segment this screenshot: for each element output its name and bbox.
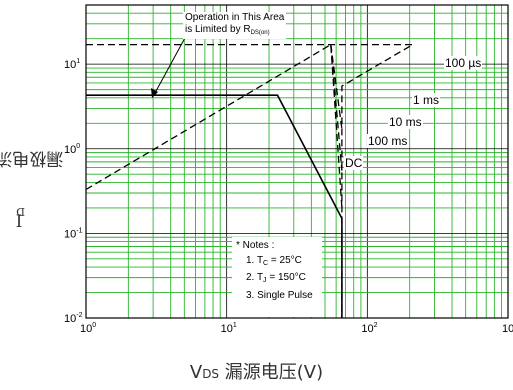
x-tick-label: 101 <box>221 322 237 335</box>
y-tick-label: 10-1 <box>64 227 83 240</box>
label-100ms: 100 ms <box>367 134 409 148</box>
x-axis-title: VDS 漏源电压(V) <box>189 362 324 383</box>
x-tick-label: 103 <box>502 322 513 335</box>
x-tick-label: 100 <box>80 322 96 335</box>
series-line-100-s <box>86 43 416 318</box>
y-tick-label: 101 <box>64 58 80 71</box>
series-lines <box>85 35 416 318</box>
series-line-1-ms <box>330 44 343 130</box>
notes-title: * Notes : <box>236 240 275 251</box>
label-1ms: 1 ms <box>412 93 441 107</box>
rds-arrow-shaft <box>154 35 187 94</box>
axes <box>85 4 509 319</box>
tick-labels: 100 101 102 103 10-2 10-1 100 101 <box>64 58 513 335</box>
notes-box: * Notes : 1. TC = 25°C 2. TJ = 150°C 3. … <box>232 237 322 317</box>
y-axis-title: ID 漏极电流(A) <box>0 147 64 230</box>
plot-frame <box>85 4 509 319</box>
note-3: 3. Single Pulse <box>246 289 313 301</box>
x-tick-label: 102 <box>361 322 377 335</box>
note-2: 2. TJ = 150°C <box>246 272 306 284</box>
label-dc: DC <box>344 156 364 170</box>
rds-arrow-head <box>151 88 158 98</box>
rds-arrow <box>151 35 187 98</box>
rds-annotation: Operation in This Area is Limited by RDS… <box>183 12 287 39</box>
y-tick-label: 100 <box>64 143 80 156</box>
series-line-dc <box>86 94 343 318</box>
series-line-10-ms <box>330 44 343 171</box>
label-10ms: 10 ms <box>388 115 423 129</box>
label-100us: 100 µs <box>444 56 483 70</box>
note-1: 1. TC = 25°C <box>246 254 302 267</box>
y-tick-label: 10-2 <box>64 312 83 325</box>
series-line-100-ms <box>85 43 343 208</box>
